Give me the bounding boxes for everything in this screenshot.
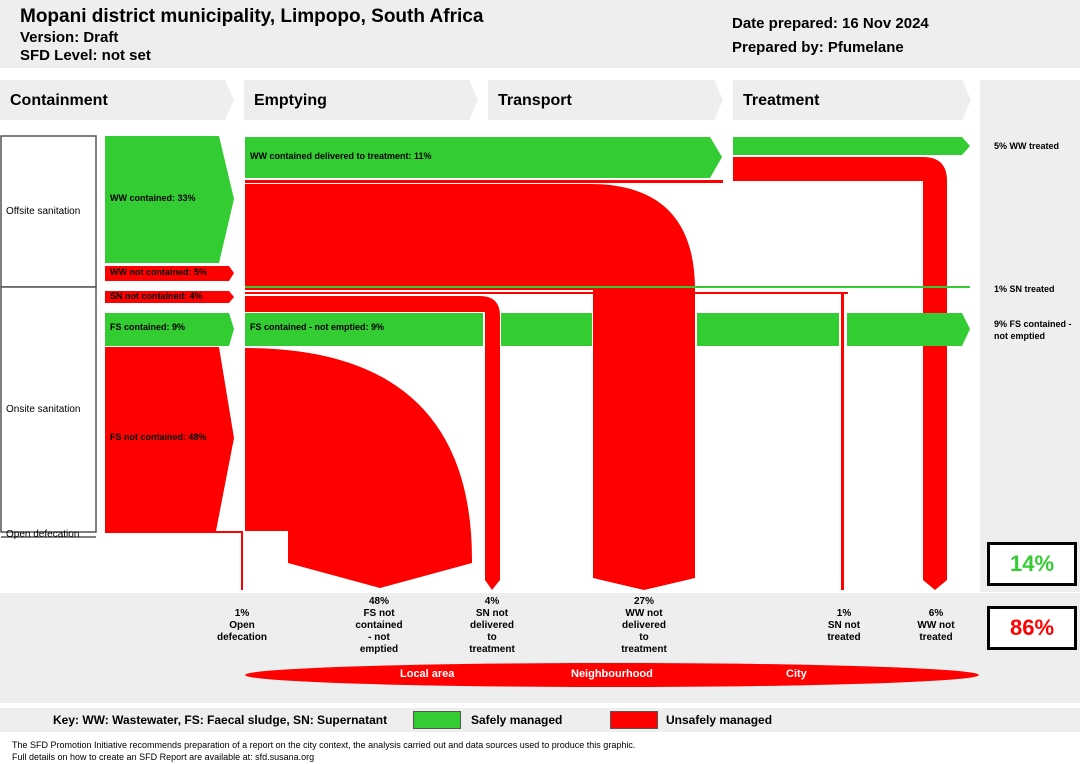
stage-treatment-label: Treatment [743,92,820,109]
onsite-sanitation-label: Onsite sanitation [6,404,81,415]
outcome-pct: 1% [836,608,852,619]
outcome-fs-not-emptied: 48% FS not contained - not emptied [353,596,405,656]
outcome-pct: 27% [633,596,654,607]
onsite-category-box [0,286,97,533]
unsafe-key-label: Unsafely managed [666,713,773,727]
stage-emptying-label: Emptying [254,92,327,109]
sn-line-2 [245,292,848,294]
outcome-ww-not-treated: 6% WW not treated [912,608,960,644]
sn-not-contained-arrow [105,291,234,303]
ww-treated-arrow [733,137,970,155]
area-city-label: City [786,668,807,680]
stage-treatment: Treatment [733,80,971,120]
ww-not-delivered-flow [245,184,695,590]
sn-treated-line [245,286,970,288]
ww-not-contained-label: WW not contained: 5% [110,267,207,277]
right-summary-column [980,80,1080,592]
date-prepared: Date prepared: 16 Nov 2024 [732,15,929,32]
fs-not-contained-label: FS not contained: 48% [110,432,207,442]
fs-not-contained-arrow [105,347,234,531]
ww-thin-line [245,180,723,183]
header-panel: Mopani district municipality, Limpopo, S… [0,0,1080,68]
outcome-open-defecation: 1% Open defecation [211,608,273,644]
outcome-pct: 1% [234,608,250,619]
fs-contained-segment-3 [697,313,839,346]
outcome-label: SN not treated [827,620,861,643]
area-neighbourhood-label: Neighbourhood [571,668,653,680]
sn-not-contained-label: SN not contained: 4% [110,291,203,301]
offsite-sanitation-label: Offsite sanitation [6,206,81,217]
version-label: Version: Draft [20,29,119,46]
ww-delivered-arrow [245,137,722,178]
stage-bar: Containment Emptying Transport Treatment [0,80,1080,120]
stage-transport: Transport [488,80,723,120]
outcome-label: SN not delivered to treatment [469,608,515,655]
open-defecation-label: Open defecation [6,529,80,540]
ww-treated-label: 5% WW treated [994,141,1060,151]
key-bar: Key: WW: Wastewater, FS: Faecal sludge, … [0,708,1080,732]
safe-swatch [413,711,461,729]
outcome-label: WW not treated [917,620,955,643]
open-defecation-flow [105,531,243,590]
fs-not-emptied-label: FS contained - not emptied: 9% [250,322,385,332]
outcome-label: Open defecation [216,620,267,643]
sfd-level-label: SFD Level: not set [20,47,151,64]
stage-emptying: Emptying [244,80,478,120]
footer-line-2: Full details on how to create an SFD Rep… [12,752,315,762]
outcome-label: FS not contained - not emptied [355,608,403,655]
fs-contained-not-emptied-label: 9% FS contained - not emptied [994,319,1072,341]
report-title: Mopani district municipality, Limpopo, S… [20,6,484,27]
outcome-pct: 6% [928,608,944,619]
ww-not-treated-flow [733,157,947,590]
ww-not-contained-arrow [105,266,234,281]
stage-transport-label: Transport [498,92,572,109]
unsafe-swatch [610,711,658,729]
fs-contained-arrow [105,313,234,346]
footer-line-1: The SFD Promotion Initiative recommends … [12,740,636,750]
fs-contained-segment-4 [847,313,970,346]
stage-containment: Containment [0,80,234,120]
fs-contained-label: FS contained: 9% [110,322,186,332]
key-text: Key: WW: Wastewater, FS: Faecal sludge, … [53,713,388,727]
fs-not-emptied-arrow [245,313,483,346]
area-local-label: Local area [400,668,455,680]
outcome-pct: 4% [484,596,500,607]
ww-delivered-label: WW contained delivered to treatment: 11% [250,151,432,161]
outcome-pct: 48% [368,596,389,607]
prepared-by: Prepared by: Pfumelane [732,39,904,56]
outcome-sn-not-delivered: 4% SN not delivered to treatment [464,596,520,656]
area-ellipse [245,663,979,687]
fs-contained-segment-2 [501,313,592,346]
sn-not-treated-flow [841,292,844,590]
stage-containment-label: Containment [10,92,108,109]
safe-total-box: 14% [987,542,1077,586]
outcome-ww-not-delivered: 27% WW not delivered to treatment [616,596,672,656]
ww-contained-arrow [105,136,234,263]
safe-key-label: Safely managed [471,713,563,727]
offsite-category-box [0,135,97,288]
ww-contained-label: WW contained: 33% [110,193,196,203]
outcome-sn-not-treated: 1% SN not treated [818,608,870,644]
fs-not-emptied-flow [245,348,472,588]
unsafe-total-box: 86% [987,606,1077,650]
outcome-label: WW not delivered to treatment [621,608,667,655]
sn-treated-label: 1% SN treated [994,284,1055,294]
